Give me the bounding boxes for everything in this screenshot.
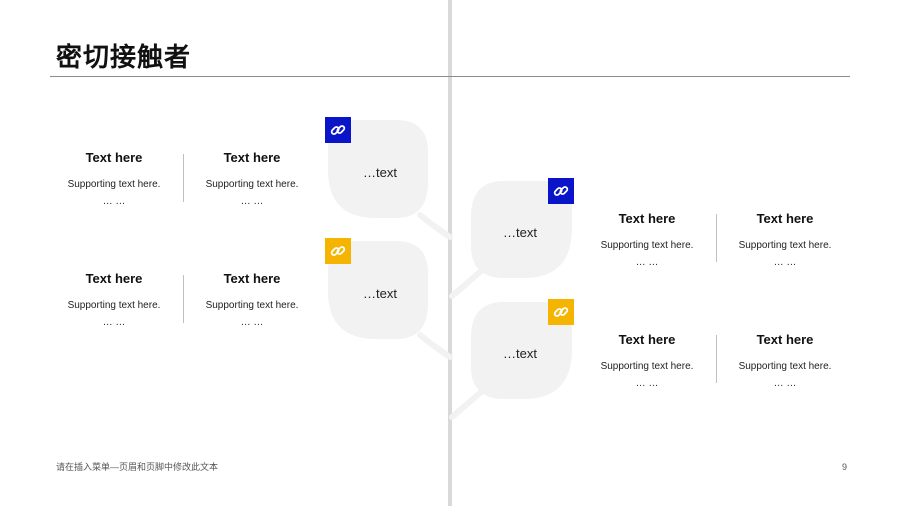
card-title: Text here xyxy=(756,211,814,226)
branch-4 xyxy=(449,390,483,420)
leaf-label-3: …text xyxy=(503,225,537,240)
card-divider xyxy=(183,154,184,202)
footer-note: 请在插入菜单—页眉和页脚中修改此文本 xyxy=(56,462,219,472)
leaf-label-1: …text xyxy=(363,165,397,180)
leaf-label-2: …text xyxy=(363,286,397,301)
branch-3 xyxy=(449,269,483,299)
tree-trunk xyxy=(448,0,452,506)
card-title: Text here xyxy=(85,271,143,286)
badge-2 xyxy=(325,238,351,264)
card-divider xyxy=(716,335,717,383)
leaf-4 xyxy=(471,302,572,399)
link-icon xyxy=(330,125,346,135)
leaf-1 xyxy=(328,120,428,218)
link-icon xyxy=(553,186,569,196)
text-card: Text here Supporting text here. … … xyxy=(187,150,317,210)
card-title: Text here xyxy=(618,211,676,226)
branch-2 xyxy=(417,332,453,360)
leaf-2 xyxy=(328,241,428,339)
page-title: 密切接触者 xyxy=(56,42,192,72)
leaf-label-4: …text xyxy=(503,346,537,361)
link-icon xyxy=(330,246,346,256)
card-divider xyxy=(183,275,184,323)
page-number: 9 xyxy=(841,462,847,472)
badge-3 xyxy=(548,178,574,204)
link-icon xyxy=(553,307,569,317)
card-divider xyxy=(716,214,717,262)
badge-4 xyxy=(548,299,574,325)
card-title: Text here xyxy=(756,332,814,347)
card-supporting-text: Supporting text here. … … xyxy=(67,179,161,207)
branch-1 xyxy=(417,212,453,240)
card-supporting-text: Supporting text here. … … xyxy=(738,361,832,389)
badge-1 xyxy=(325,117,351,143)
card-title: Text here xyxy=(618,332,676,347)
text-card: Text here Supporting text here. … … xyxy=(720,332,850,392)
text-card: Text here Supporting text here. … … xyxy=(49,150,179,210)
card-supporting-text: Supporting text here. … … xyxy=(600,240,694,268)
text-card: Text here Supporting text here. … … xyxy=(582,332,712,392)
text-card: Text here Supporting text here. … … xyxy=(582,211,712,271)
card-supporting-text: Supporting text here. … … xyxy=(205,179,299,207)
card-title: Text here xyxy=(223,271,281,286)
card-supporting-text: Supporting text here. … … xyxy=(205,300,299,328)
text-card: Text here Supporting text here. … … xyxy=(720,211,850,271)
leaf-3 xyxy=(471,181,572,278)
card-supporting-text: Supporting text here. … … xyxy=(600,361,694,389)
card-supporting-text: Supporting text here. … … xyxy=(738,240,832,268)
card-title: Text here xyxy=(85,150,143,165)
card-supporting-text: Supporting text here. … … xyxy=(67,300,161,328)
text-card: Text here Supporting text here. … … xyxy=(49,271,179,331)
title-underline xyxy=(50,76,850,77)
text-card: Text here Supporting text here. … … xyxy=(187,271,317,331)
card-title: Text here xyxy=(223,150,281,165)
